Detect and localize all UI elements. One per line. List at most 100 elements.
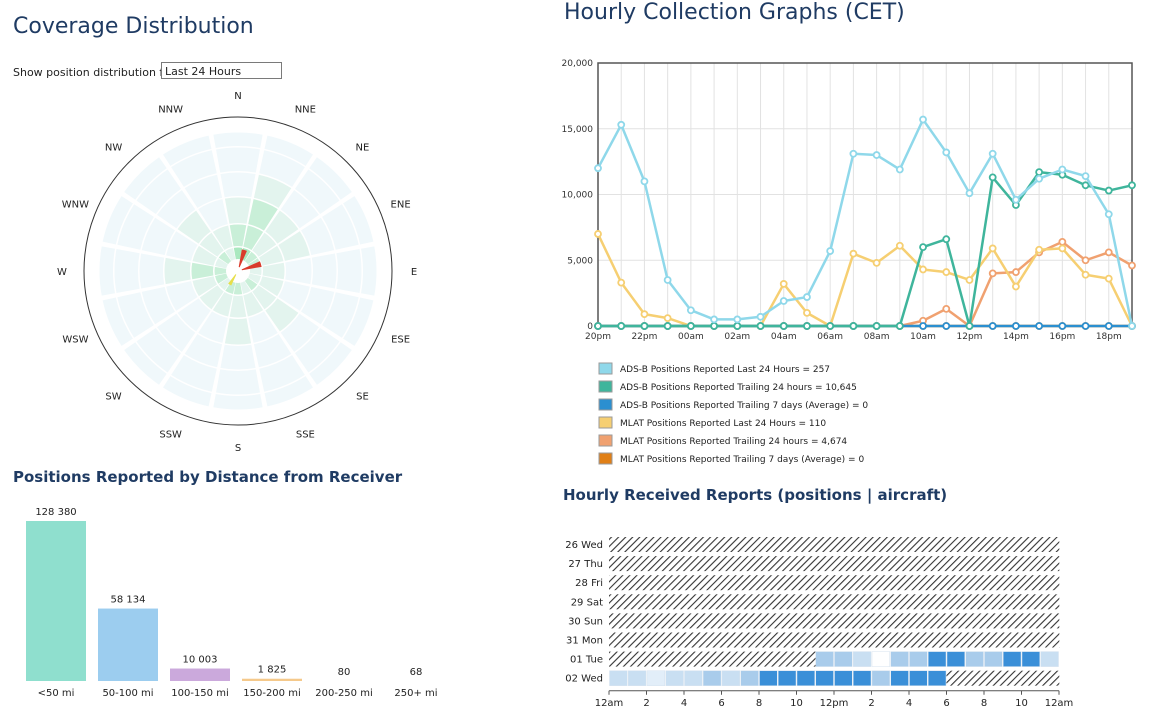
series-point	[1035, 168, 1044, 177]
coverage-sector	[278, 231, 310, 261]
day-label: 28 Fri	[575, 578, 603, 589]
heat-cell-empty	[646, 594, 666, 610]
series-point	[1058, 244, 1067, 253]
coverage-sector	[198, 199, 228, 231]
heat-cell[interactable]	[834, 670, 853, 686]
heat-cell-empty	[965, 613, 985, 629]
heat-cell-empty	[796, 594, 816, 610]
heat-cell[interactable]	[946, 651, 965, 667]
heat-cell-empty	[702, 594, 722, 610]
heat-cell-empty	[609, 651, 629, 667]
heat-cell-empty	[684, 651, 704, 667]
heat-cell[interactable]	[965, 651, 984, 667]
heat-cell[interactable]	[909, 670, 928, 686]
heat-cell-empty	[646, 575, 666, 591]
heat-cell[interactable]	[759, 670, 778, 686]
heat-cell-empty	[665, 537, 685, 552]
heat-cell[interactable]	[721, 670, 740, 686]
heat-cell[interactable]	[609, 670, 628, 686]
legend-swatch	[598, 416, 613, 429]
series-point	[779, 297, 788, 305]
coverage-sector	[294, 327, 340, 373]
legend-label: MLAT Positions Reported Last 24 Hours = …	[620, 419, 826, 429]
heat-cell[interactable]	[984, 651, 1003, 667]
heat-cell-empty	[702, 651, 722, 667]
heat-cell-empty	[609, 556, 629, 572]
heat-cell[interactable]	[684, 670, 703, 686]
heat-cell[interactable]	[871, 670, 890, 686]
coverage-sector	[136, 169, 182, 215]
heat-cell-empty	[909, 537, 929, 552]
compass-label: NNE	[295, 104, 316, 115]
coverage-sector	[249, 266, 262, 276]
coverage-sector	[225, 248, 236, 261]
coverage-sector	[259, 150, 305, 187]
heat-cell-empty	[646, 651, 666, 667]
heat-cell[interactable]	[1040, 651, 1059, 667]
series-point	[1104, 186, 1113, 195]
series-point	[1104, 274, 1113, 283]
heat-cell-empty	[1002, 537, 1022, 552]
heat-cell[interactable]	[665, 670, 684, 686]
coverage-sector-high	[241, 261, 262, 271]
heat-cell[interactable]	[871, 651, 890, 667]
heat-cell-empty	[627, 651, 647, 667]
heat-cell-empty	[1002, 594, 1022, 610]
heat-cell-empty	[740, 556, 760, 572]
coverage-sector	[157, 313, 196, 352]
heat-cell[interactable]	[815, 670, 834, 686]
coverage-sector	[157, 190, 196, 229]
heat-cell[interactable]	[928, 670, 947, 686]
heat-cell[interactable]	[853, 670, 872, 686]
heat-cell[interactable]	[853, 651, 872, 667]
heat-cell-empty	[890, 594, 910, 610]
coverage-sector	[117, 204, 154, 250]
coverage-sector	[259, 245, 284, 266]
heat-cell[interactable]	[928, 651, 947, 667]
heat-cell-empty	[834, 537, 854, 552]
legend-label: MLAT Positions Reported Trailing 7 days …	[620, 455, 864, 465]
heat-cell-empty	[777, 632, 797, 648]
series-point	[803, 322, 811, 330]
heat-cell[interactable]	[890, 651, 909, 667]
coverage-sector	[124, 157, 167, 200]
coverage-sector	[166, 231, 198, 261]
heat-cell[interactable]	[1003, 651, 1022, 667]
compass-label: WNW	[62, 200, 89, 211]
heat-cell-empty	[740, 575, 760, 591]
distance-bar	[242, 678, 302, 681]
heat-cell[interactable]	[778, 670, 797, 686]
series-point	[1128, 181, 1136, 190]
legend-label: MLAT Positions Reported Trailing 24 hour…	[620, 437, 847, 447]
heat-cell-empty	[759, 594, 779, 610]
coverage-sector	[253, 174, 292, 208]
heat-cell-empty	[1021, 632, 1041, 648]
compass-label: WSW	[62, 334, 88, 345]
period-select[interactable]: Last 24 Hours	[161, 62, 282, 79]
heat-cell-empty	[984, 632, 1004, 648]
heat-cell[interactable]	[909, 651, 928, 667]
coverage-sector	[139, 253, 165, 289]
heat-cell[interactable]	[703, 670, 722, 686]
coverage-sector	[102, 196, 133, 245]
heat-cell[interactable]	[834, 651, 853, 667]
coverage-sector	[285, 257, 312, 285]
heat-cell[interactable]	[646, 670, 665, 686]
heat-cell[interactable]	[796, 670, 815, 686]
coverage-sector	[265, 210, 299, 244]
series-point	[919, 243, 927, 252]
heat-cell[interactable]	[890, 670, 909, 686]
heat-cell-empty	[777, 537, 797, 552]
coverage-sector	[216, 369, 260, 395]
series-point	[942, 305, 951, 313]
heat-cell[interactable]	[740, 670, 759, 686]
compass-label: SE	[356, 391, 369, 402]
heat-cell-empty	[965, 537, 985, 552]
heat-cell[interactable]	[1021, 651, 1040, 667]
heat-cell-empty	[946, 537, 966, 552]
heat-cell[interactable]	[815, 651, 834, 667]
x-tick-label: 22pm	[631, 332, 657, 342]
heat-cell[interactable]	[628, 670, 647, 686]
legend-label: ADS-B Positions Reported Trailing 24 hou…	[620, 383, 857, 393]
hour-label: 4	[906, 698, 912, 709]
